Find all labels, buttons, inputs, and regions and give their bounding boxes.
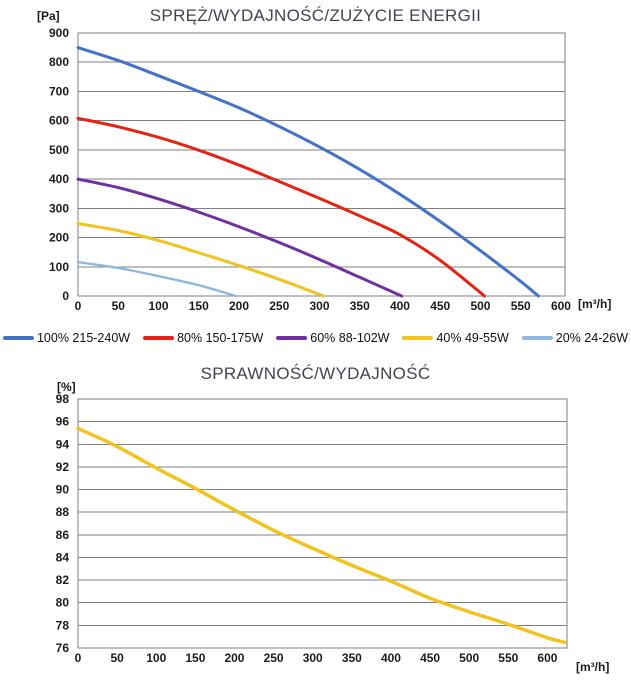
- legend-marker-80pct-icon: [143, 336, 175, 340]
- chart1-x-unit-label: [m³/h]: [578, 297, 612, 311]
- svg-text:150: 150: [189, 299, 209, 313]
- legend-marker-40pct-icon: [402, 336, 434, 340]
- svg-text:88: 88: [56, 505, 70, 519]
- svg-text:450: 450: [430, 299, 450, 313]
- svg-text:80: 80: [56, 596, 70, 610]
- svg-text:100: 100: [146, 651, 166, 665]
- legend-item-60pct: 60% 88-102W: [276, 331, 389, 345]
- svg-text:96: 96: [56, 415, 70, 429]
- svg-text:250: 250: [269, 299, 289, 313]
- svg-text:50: 50: [112, 299, 126, 313]
- svg-text:550: 550: [498, 651, 518, 665]
- legend-label-20pct: 20% 24-26W: [555, 331, 629, 345]
- svg-text:50: 50: [110, 651, 124, 665]
- svg-text:100: 100: [49, 260, 69, 274]
- chart2-x-unit-label: [m³/h]: [576, 660, 610, 674]
- svg-text:200: 200: [49, 231, 69, 245]
- legend-marker-60pct-icon: [276, 336, 308, 340]
- svg-text:94: 94: [56, 437, 70, 451]
- svg-text:450: 450: [420, 651, 440, 665]
- chart2-y-unit-label: [%]: [57, 380, 76, 394]
- svg-text:82: 82: [56, 573, 70, 587]
- legend-item-40pct: 40% 49-55W: [402, 331, 509, 345]
- svg-text:400: 400: [390, 299, 410, 313]
- legend-item-80pct: 80% 150-175W: [143, 331, 263, 345]
- svg-text:300: 300: [49, 201, 69, 215]
- chart2-title: SPRAWNOŚĆ/WYDAJNOŚĆ: [200, 364, 431, 383]
- chart1-legend: 100% 215-240W 80% 150-175W 60% 88-102W 4…: [0, 330, 631, 346]
- svg-text:78: 78: [56, 618, 70, 632]
- svg-text:800: 800: [49, 55, 69, 69]
- svg-text:84: 84: [56, 550, 70, 564]
- svg-text:250: 250: [264, 651, 284, 665]
- svg-text:400: 400: [49, 172, 69, 186]
- svg-text:500: 500: [49, 143, 69, 157]
- svg-text:400: 400: [381, 651, 401, 665]
- legend-item-100pct: 100% 215-240W: [2, 331, 131, 345]
- svg-text:500: 500: [459, 651, 479, 665]
- svg-text:350: 350: [350, 299, 370, 313]
- legend-label-60pct: 60% 88-102W: [310, 331, 390, 345]
- svg-text:350: 350: [342, 651, 362, 665]
- svg-text:200: 200: [229, 299, 249, 313]
- pressure-airflow-chart: 0 100 200 300 400 500 600 700 800 900 0 50 100 150 200…: [49, 26, 571, 313]
- svg-text:150: 150: [185, 651, 205, 665]
- svg-text:900: 900: [49, 26, 69, 40]
- svg-text:86: 86: [56, 528, 70, 542]
- svg-text:100: 100: [148, 299, 168, 313]
- svg-text:550: 550: [511, 299, 531, 313]
- svg-text:90: 90: [56, 483, 70, 497]
- svg-text:0: 0: [75, 299, 82, 313]
- efficiency-airflow-chart: 76 78 80 82 84 86 88 90 92 94 96 98 0 50 100 150 200 250 3…: [56, 392, 568, 665]
- svg-text:76: 76: [56, 641, 70, 655]
- svg-text:600: 600: [551, 299, 571, 313]
- legend-label-80pct: 80% 150-175W: [177, 331, 264, 345]
- svg-text:92: 92: [56, 460, 70, 474]
- legend-item-20pct: 20% 24-26W: [521, 331, 629, 345]
- svg-text:500: 500: [470, 299, 490, 313]
- svg-text:300: 300: [303, 651, 323, 665]
- svg-text:0: 0: [62, 289, 69, 303]
- legend-marker-100pct-icon: [2, 336, 34, 340]
- svg-text:600: 600: [49, 114, 69, 128]
- svg-text:300: 300: [309, 299, 329, 313]
- chart1-y-unit-label: [Pa]: [37, 9, 60, 23]
- legend-label-40pct: 40% 49-55W: [436, 331, 509, 345]
- legend-label-100pct: 100% 215-240W: [36, 331, 131, 345]
- svg-text:98: 98: [56, 392, 70, 406]
- svg-text:700: 700: [49, 84, 69, 98]
- chart1-title: SPRĘŻ/WYDAJNOŚĆ/ZUŻYCIE ENERGII: [149, 6, 482, 25]
- svg-text:200: 200: [224, 651, 244, 665]
- svg-text:600: 600: [537, 651, 557, 665]
- legend-marker-20pct-icon: [521, 336, 553, 340]
- svg-text:0: 0: [75, 651, 82, 665]
